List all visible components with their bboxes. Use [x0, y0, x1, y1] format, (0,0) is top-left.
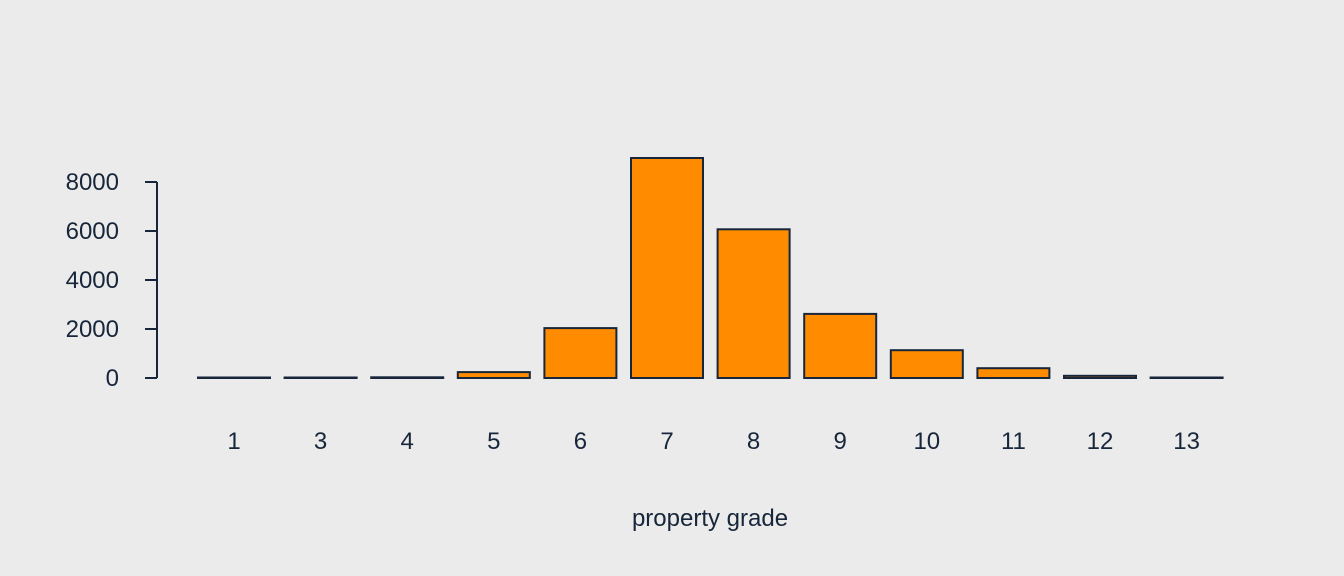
- bar-1: [197, 376, 271, 379]
- y-tick-label: 4000: [66, 267, 119, 294]
- bar-4: [370, 376, 445, 379]
- y-tick-label: 6000: [66, 218, 119, 245]
- x-tick-label: 4: [401, 428, 414, 455]
- bar-10: [889, 349, 964, 380]
- bar-3: [283, 376, 358, 379]
- bar-8: [716, 228, 791, 379]
- bar-7: [630, 157, 704, 379]
- y-tick-label: 0: [106, 365, 119, 392]
- x-tick-label: 3: [314, 428, 327, 455]
- bars: [197, 157, 1224, 380]
- x-tick-label: 6: [574, 428, 587, 455]
- bar-6: [543, 327, 618, 380]
- x-tick-label: 12: [1087, 428, 1114, 455]
- x-tick-label: 11: [1001, 428, 1026, 455]
- bar-9: [803, 312, 878, 379]
- y-tick-label: 2000: [66, 316, 119, 343]
- x-tick-label: 7: [660, 428, 673, 455]
- x-tick-label: 10: [913, 428, 940, 455]
- bar-11: [976, 367, 1051, 380]
- y-tick-label: 8000: [66, 169, 119, 196]
- x-tick-label: 1: [227, 428, 240, 455]
- x-axis-labels: 1 3 4 5 6 7 8 9 10 11 12 13: [227, 428, 1200, 455]
- x-tick-label: 5: [487, 428, 500, 455]
- x-tick-label: 13: [1173, 428, 1200, 455]
- x-tick-label: 9: [834, 428, 847, 455]
- x-axis-title: property grade: [632, 505, 788, 532]
- x-tick-label: 8: [747, 428, 760, 455]
- bar-13: [1149, 376, 1224, 379]
- y-axis: 0 2000 4000 6000 8000: [66, 169, 158, 392]
- bar-5: [456, 371, 531, 380]
- bar-12: [1063, 374, 1137, 379]
